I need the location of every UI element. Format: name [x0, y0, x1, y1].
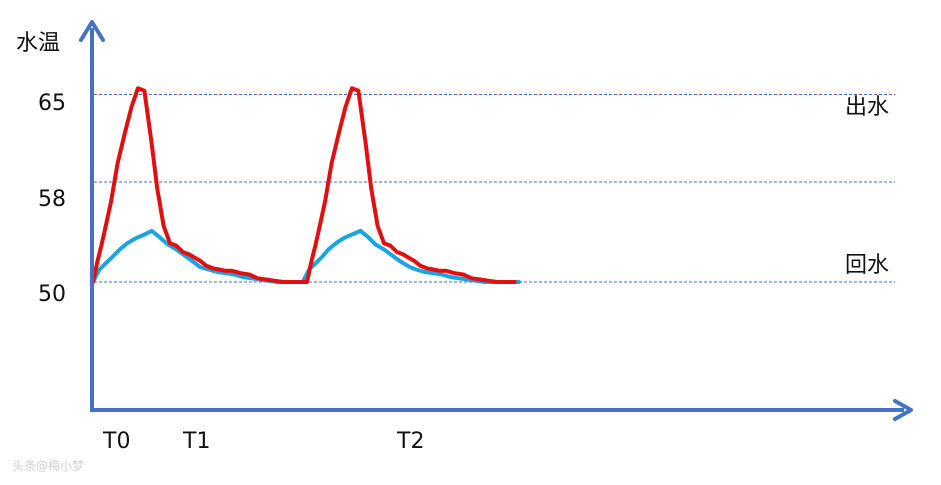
reference-line-label: 回水	[845, 253, 889, 278]
series-line-red	[91, 86, 517, 284]
x-tick-label: T1	[182, 429, 210, 454]
series-group	[91, 86, 521, 284]
reference-lines	[94, 94, 895, 283]
y-axis-arrow	[79, 20, 105, 42]
y-tick-label: 58	[38, 187, 66, 212]
series-line-blue	[91, 228, 521, 284]
y-tick-label: 50	[38, 282, 66, 307]
reference-line-label: 出水	[845, 95, 889, 120]
x-tick-label: T0	[102, 429, 130, 454]
x-tick-label: T2	[396, 429, 424, 454]
watermark: 头条@梅小梦	[12, 458, 84, 473]
y-axis-label: 水温	[16, 31, 60, 56]
y-tick-label: 65	[38, 91, 66, 116]
x-axis-arrow	[893, 399, 913, 421]
